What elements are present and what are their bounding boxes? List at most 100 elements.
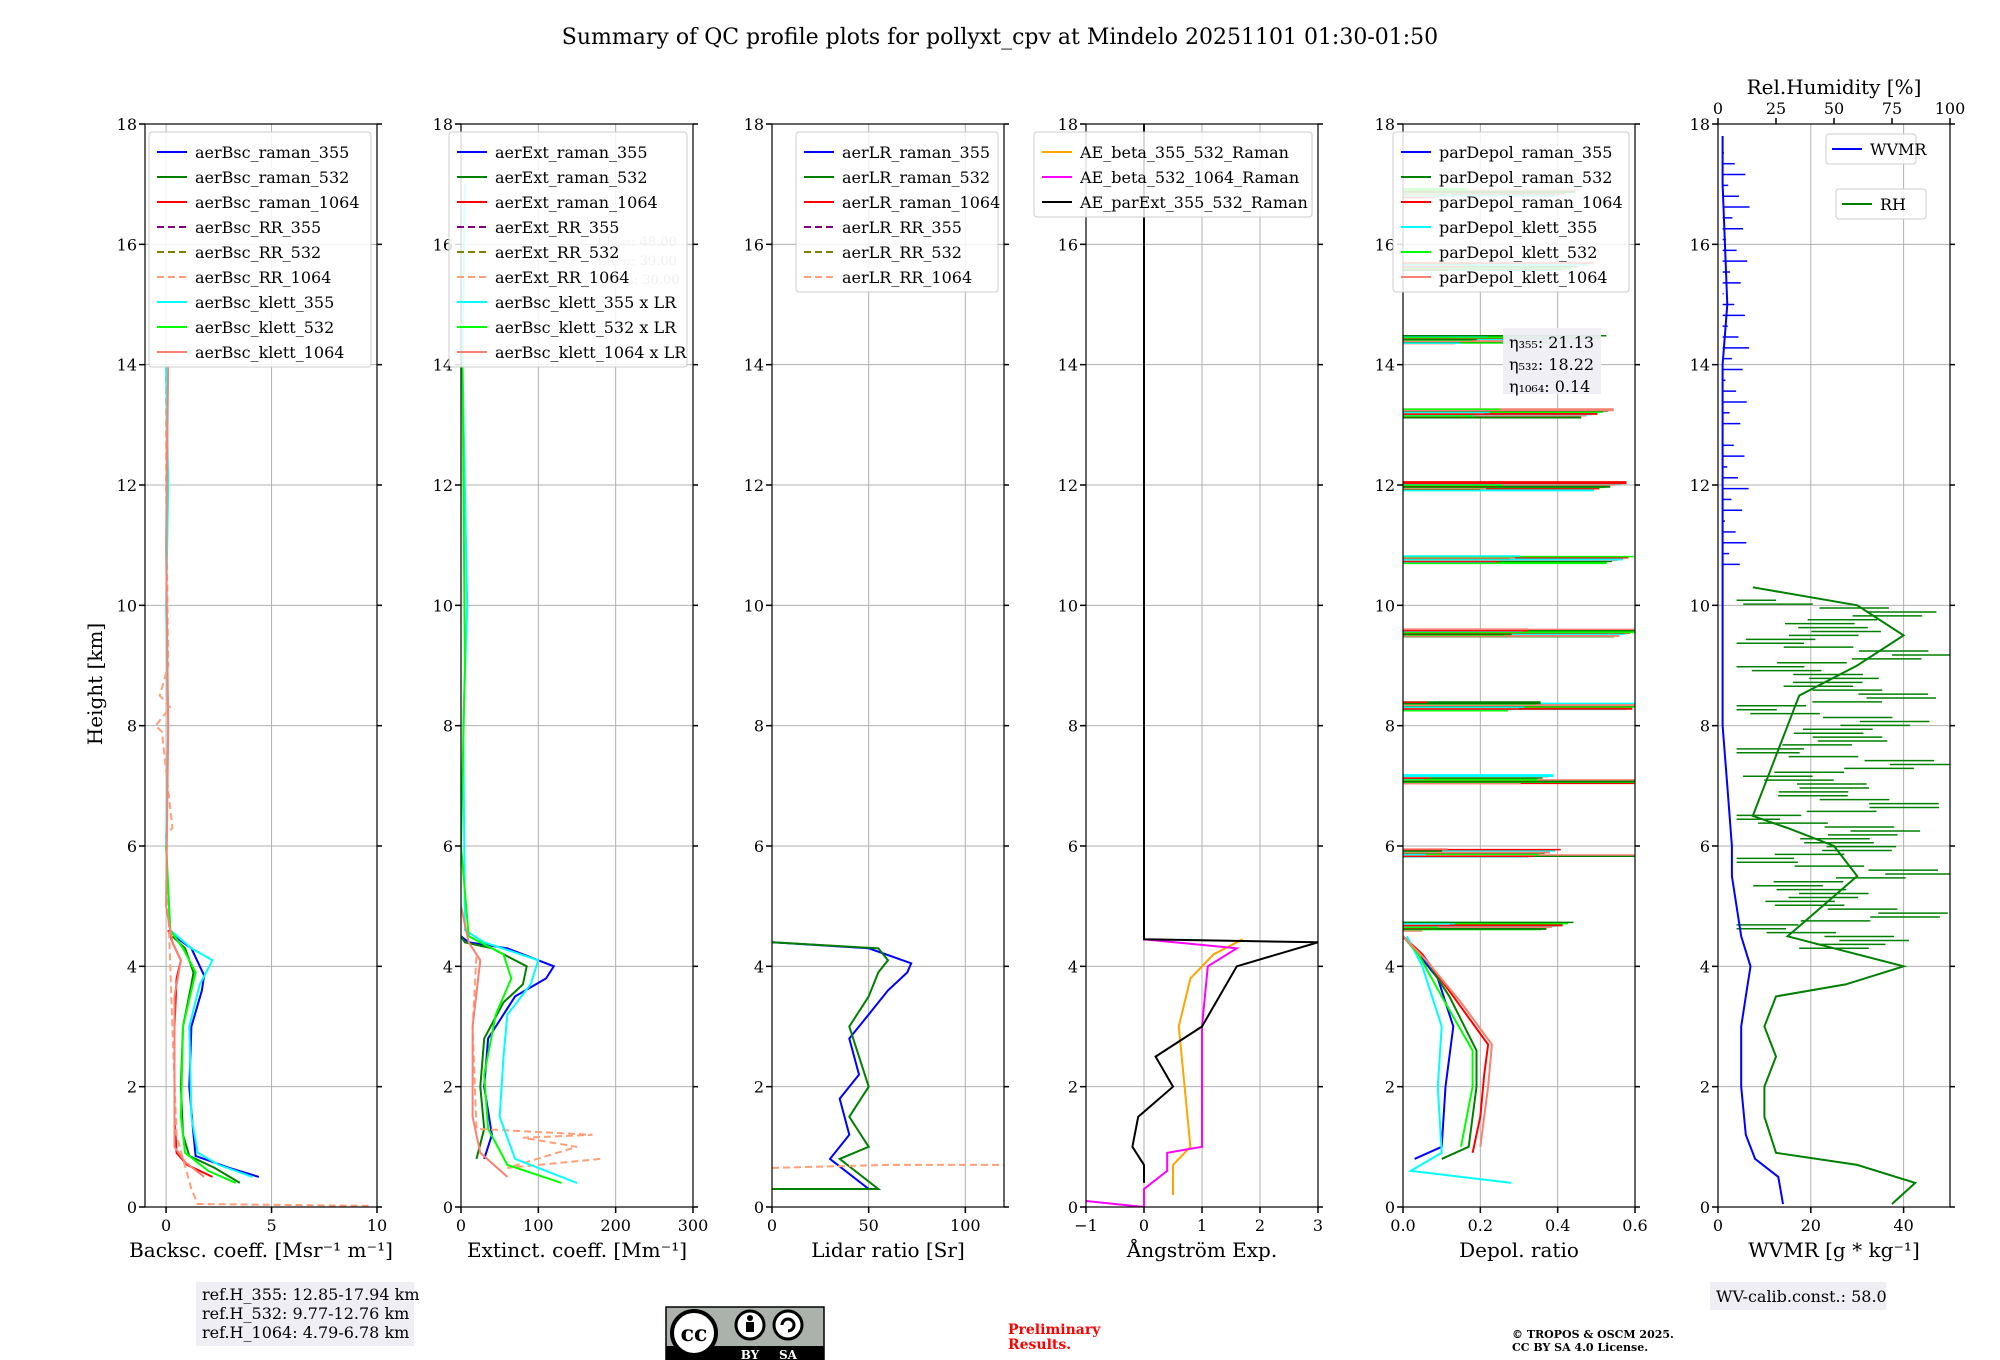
legend-label-AE_beta_532_1064_Raman: AE_beta_532_1064_Raman	[1079, 168, 1299, 187]
panel-extinction: 0 2 4 6 8 10 12 14 16 18 0 100 200 300 Extinct. coeff.…	[433, 115, 709, 1262]
x-tick-label: 0	[161, 1216, 171, 1235]
series-line-aerBsc_RR_1064	[154, 364, 369, 1207]
y-tick-label: 18	[117, 115, 137, 134]
preliminary-line-2: Results.	[1008, 1337, 1071, 1353]
x-axis-label: Lidar ratio [Sr]	[811, 1238, 965, 1262]
x-tick-label: 300	[678, 1216, 709, 1235]
y-tick-label: 6	[1385, 837, 1395, 856]
y-tick-label: 4	[1700, 957, 1710, 976]
legend-label-aerLR_RR_532: aerLR_RR_532	[842, 243, 962, 262]
y-tick-label: 18	[1690, 115, 1710, 134]
y-tick-label: 12	[117, 476, 137, 495]
legend-label-aerBsc_klett_355: aerBsc_klett_355	[195, 293, 334, 312]
series-line-AE_parExt_355_532_Raman	[1131, 124, 1318, 1183]
y-tick-label: 12	[1058, 476, 1078, 495]
x-tick-label: 1	[1197, 1216, 1207, 1235]
legend-label-parDepol_raman_532: parDepol_raman_532	[1439, 168, 1612, 187]
cc-logo-icon	[670, 1309, 718, 1357]
y-tick-label: 2	[127, 1078, 137, 1097]
y-tick-label: 8	[1068, 717, 1078, 736]
series-group	[772, 941, 1004, 1190]
eta-note: η₃₅₅: 21.13	[1509, 333, 1594, 352]
y-tick-label: 8	[443, 717, 453, 736]
legend-box	[1392, 131, 1630, 293]
depol-noise-spikes	[1403, 188, 1635, 932]
y-tick-label: 6	[754, 837, 764, 856]
y-tick-label: 16	[1375, 235, 1395, 254]
legend-box	[1825, 133, 1917, 165]
y-tick-label: 12	[744, 476, 764, 495]
x-tick-label: 20	[1801, 1216, 1821, 1235]
x-tick-label: 40	[1893, 1216, 1913, 1235]
series-line-RH	[1751, 586, 1918, 1205]
y-tick-label: 10	[744, 596, 764, 615]
y-tick-label: 14	[117, 356, 137, 375]
y-tick-label: 0	[443, 1198, 453, 1217]
y-tick-label: 18	[1058, 115, 1078, 134]
legend-label-aerLR_raman_532: aerLR_raman_532	[842, 168, 990, 187]
legend-label-AE_parExt_355_532_Raman: AE_parExt_355_532_Raman	[1079, 193, 1308, 212]
wv-calibration-text: WV-calib.const.: 58.0	[1716, 1287, 1887, 1306]
legend-label-aerExt_raman_355: aerExt_raman_355	[495, 143, 648, 162]
y-tick-label: 14	[1058, 356, 1078, 375]
y-tick-label: 18	[1375, 115, 1395, 134]
panel-frame	[460, 123, 694, 1208]
x-tick-label: 2	[1255, 1216, 1265, 1235]
x-tick-label: 0.2	[1468, 1216, 1493, 1235]
x-axis-label: Depol. ratio	[1459, 1238, 1579, 1262]
legend-label-aerBsc_raman_532: aerBsc_raman_532	[195, 168, 349, 187]
y-tick-label: 18	[744, 115, 764, 134]
series-line-aerBsc_klett_532	[165, 845, 237, 1184]
legend-label-aerBsc_klett_355 x LR: aerBsc_klett_355 x LR	[495, 293, 677, 312]
x-tick-label: 0	[456, 1216, 466, 1235]
y-tick-label: 0	[754, 1198, 764, 1217]
legend-label-aerExt_raman_1064: aerExt_raman_1064	[495, 193, 658, 212]
x-tick-label-top: 50	[1824, 99, 1844, 118]
legend-label-RH: RH	[1880, 195, 1906, 214]
y-tick-label: 0	[127, 1198, 137, 1217]
legend-label-AE_beta_355_532_Raman: AE_beta_355_532_Raman	[1079, 143, 1289, 162]
ref-heights-box: ref.H_355: 12.85-17.94 km ref.H_532: 9.7…	[196, 1282, 420, 1346]
preliminary-line-1: Preliminary	[1008, 1322, 1101, 1338]
y-tick-label: 4	[1068, 957, 1078, 976]
x-tick-label: 3	[1313, 1216, 1323, 1235]
y-tick-label: 12	[1375, 476, 1395, 495]
y-tick-label: 6	[1700, 837, 1710, 856]
legend-label-aerBsc_klett_532 x LR: aerBsc_klett_532 x LR	[495, 318, 677, 337]
x-tick-label: 0	[1139, 1216, 1149, 1235]
y-tick-label: 10	[1375, 596, 1395, 615]
x-tick-label: 10	[367, 1216, 387, 1235]
panel-frame	[771, 123, 1005, 1208]
series-group	[1086, 124, 1318, 1207]
y-tick-label: 4	[127, 957, 137, 976]
eta-notes-box	[1503, 328, 1601, 394]
copyright-line-1: © TROPOS & OSCM 2025.	[1512, 1328, 1674, 1341]
panel-backscatter: 0 2 4 6 8 10 12 14 16 18 0 5 10 Backsc. coeff. [Msr⁻¹…	[117, 115, 393, 1262]
x-tick-label: 0	[767, 1216, 777, 1235]
series-line-aerBsc_klett_355 x LR	[461, 184, 578, 1184]
y-tick-label: 6	[127, 837, 137, 856]
y-tick-label: 12	[433, 476, 453, 495]
series-line-aerBsc_klett_1064 x LR	[461, 905, 509, 1178]
y-tick-label: 10	[433, 596, 453, 615]
y-tick-label: 8	[1700, 717, 1710, 736]
x-axis-label-top: Rel.Humidity [%]	[1747, 75, 1922, 99]
panel-lidar_ratio: 0 2 4 6 8 10 12 14 16 18 0 50 100 Lidar ratio [Sr] aer…	[744, 115, 1009, 1262]
y-tick-label: 8	[1385, 717, 1395, 736]
x-tick-label: 200	[600, 1216, 631, 1235]
legend-label-aerBsc_RR_355: aerBsc_RR_355	[195, 218, 321, 237]
cc-license-badge: cc BY SA	[665, 1306, 825, 1360]
share-alike-icon	[772, 1309, 804, 1341]
ref-height-532: ref.H_532: 9.77-12.76 km	[202, 1304, 409, 1323]
x-tick-label: 5	[266, 1216, 276, 1235]
y-tick-label: 6	[1068, 837, 1078, 856]
y-tick-label: 18	[433, 115, 453, 134]
y-tick-label: 16	[433, 235, 453, 254]
y-tick-label: 2	[1700, 1078, 1710, 1097]
y-axis-label: Height [km]	[83, 623, 107, 745]
y-tick-label: 14	[744, 356, 764, 375]
share-alike-icon-arrow	[780, 1317, 796, 1333]
series-line-aerBsc_klett_1064	[165, 364, 205, 1178]
y-tick-label: 6	[443, 837, 453, 856]
